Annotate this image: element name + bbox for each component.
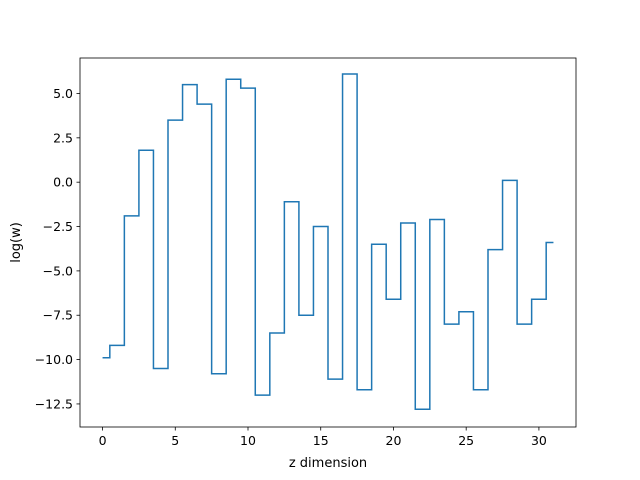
x-tick-label: 30: [531, 433, 547, 448]
plot-area: [102, 73, 554, 411]
x-tick-label: 20: [386, 433, 402, 448]
x-axis-label: z dimension: [289, 456, 367, 471]
axes-frame: [79, 57, 577, 428]
x-axis: 0 5 10 15 20 25 30: [99, 427, 547, 448]
y-tick-label: 5.0: [53, 86, 73, 101]
y-tick-label: 2.5: [53, 130, 73, 145]
x-tick-label: 25: [458, 433, 474, 448]
x-tick-label: 0: [99, 433, 107, 448]
y-tick-label: −12.5: [35, 396, 73, 411]
x-tick-label: 15: [313, 433, 329, 448]
x-tick-label: 5: [171, 433, 179, 448]
series-step-line: [102, 73, 554, 411]
y-tick-label: −7.5: [43, 308, 73, 323]
y-axis-label: log(w): [9, 222, 24, 263]
y-tick-label: −2.5: [43, 219, 73, 234]
y-tick-label: 0.0: [53, 175, 73, 190]
y-tick-label: −10.0: [35, 352, 73, 367]
y-tick-label: −5.0: [43, 263, 73, 278]
x-tick-label: 10: [240, 433, 256, 448]
y-axis: −12.5 −10.0 −7.5 −5.0 −2.5 0.0 2.5 5.0: [35, 86, 80, 411]
